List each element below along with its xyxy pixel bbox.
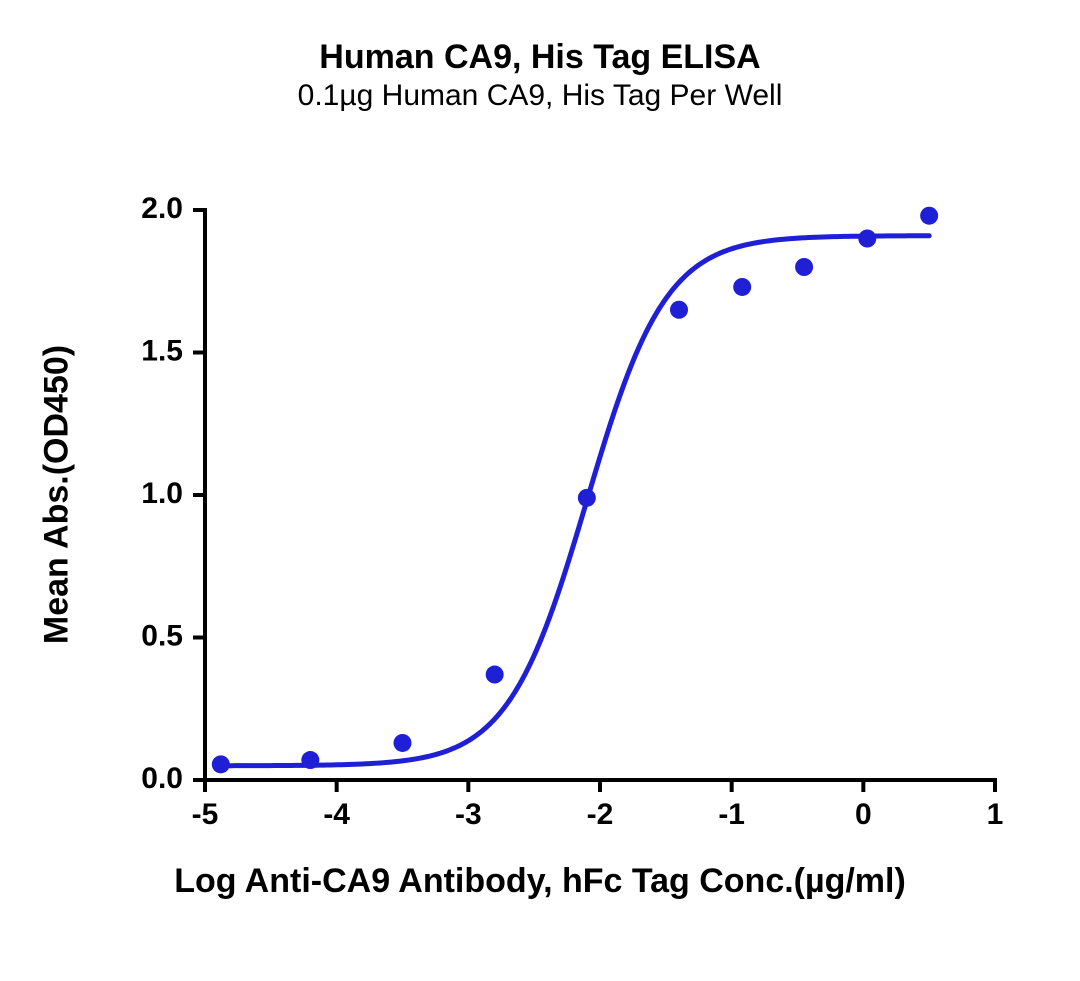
x-tick-label: 1 bbox=[987, 798, 1004, 831]
x-tick-label: -1 bbox=[718, 798, 745, 831]
data-point bbox=[670, 301, 688, 319]
x-tick-label: -4 bbox=[323, 798, 350, 831]
y-tick-label: 2.0 bbox=[141, 192, 183, 225]
y-tick-label: 1.5 bbox=[141, 334, 183, 367]
chart-svg: 0.0 0.5 1.0 1.5 2.0 -5 -4 -3 -2 -1 0 1 bbox=[85, 90, 1080, 900]
data-point bbox=[301, 751, 319, 769]
fitted-curve bbox=[221, 236, 929, 766]
x-tick-label: -5 bbox=[192, 798, 219, 831]
data-point bbox=[486, 666, 504, 684]
data-point bbox=[920, 207, 938, 225]
x-tick-label: -3 bbox=[455, 798, 482, 831]
chart-title: Human CA9, His Tag ELISA bbox=[0, 38, 1080, 77]
data-point bbox=[212, 755, 230, 773]
data-point bbox=[858, 230, 876, 248]
x-tick-label: -2 bbox=[587, 798, 614, 831]
plot-area: 0.0 0.5 1.0 1.5 2.0 -5 -4 -3 -2 -1 0 1 bbox=[85, 90, 1080, 900]
y-tick-label: 1.0 bbox=[141, 477, 183, 510]
y-tick-label: 0.0 bbox=[141, 762, 183, 795]
data-point bbox=[394, 734, 412, 752]
x-tick-label: 0 bbox=[855, 798, 872, 831]
data-point bbox=[578, 489, 596, 507]
data-point bbox=[795, 258, 813, 276]
y-tick-label: 0.5 bbox=[141, 619, 183, 652]
data-point bbox=[733, 278, 751, 296]
chart-container: Human CA9, His Tag ELISA 0.1µg Human CA9… bbox=[0, 0, 1080, 981]
y-axis-label: Mean Abs.(OD450) bbox=[38, 295, 77, 695]
